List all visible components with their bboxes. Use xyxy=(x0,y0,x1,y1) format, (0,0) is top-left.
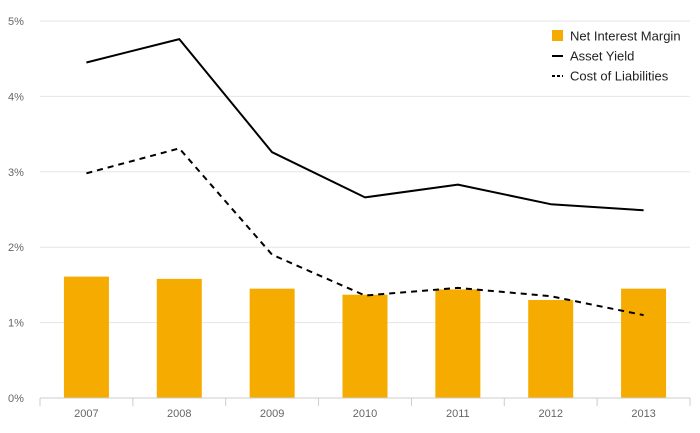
x-axis-tick-labels: 2007 2008 2009 2010 2011 2012 2013 xyxy=(74,408,656,420)
x-tick-label: 2011 xyxy=(446,408,470,420)
y-tick-label: 4% xyxy=(8,91,24,103)
gridlines xyxy=(40,20,690,324)
lines xyxy=(86,38,644,317)
legend-label: Asset Yield xyxy=(570,49,634,64)
y-tick-label: 0% xyxy=(8,393,24,405)
bar-net-interest-margin xyxy=(249,288,295,398)
y-tick-label: 5% xyxy=(8,16,24,28)
bars-net-interest-margin xyxy=(63,276,667,398)
x-axis xyxy=(39,397,691,406)
legend-label: Net Interest Margin xyxy=(570,29,681,44)
x-tick-label: 2010 xyxy=(353,408,377,420)
bar-net-interest-margin xyxy=(621,288,667,398)
y-axis-tick-labels: 0% 1% 2% 3% 4% 5% xyxy=(8,16,24,405)
y-tick-label: 3% xyxy=(8,167,24,179)
x-tick-label: 2008 xyxy=(167,408,191,420)
x-tick-label: 2013 xyxy=(631,408,655,420)
y-tick-label: 1% xyxy=(8,318,24,330)
y-tick-label: 2% xyxy=(8,242,24,254)
x-tick-label: 2009 xyxy=(260,408,284,420)
bar-net-interest-margin xyxy=(63,276,109,398)
bar-net-interest-margin xyxy=(342,294,388,398)
x-tick-label: 2012 xyxy=(538,408,562,420)
bar-net-interest-margin xyxy=(156,278,202,398)
legend: Net Interest Margin Asset Yield Cost of Li… xyxy=(552,29,681,84)
legend-swatch-net-interest-margin xyxy=(552,30,563,41)
bar-net-interest-margin xyxy=(528,299,574,398)
x-tick-label: 2007 xyxy=(74,408,98,420)
bar-net-interest-margin xyxy=(435,289,481,398)
line-asset-yield xyxy=(86,38,644,212)
legend-label: Cost of Liabilities xyxy=(570,69,669,84)
